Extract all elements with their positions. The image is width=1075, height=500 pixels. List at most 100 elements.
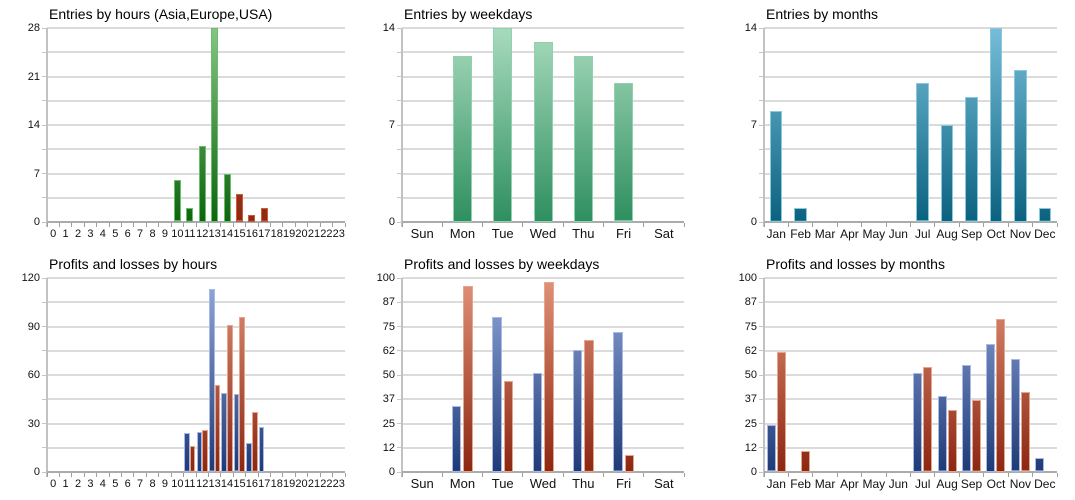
x-tick-mark xyxy=(133,223,135,227)
x-tick-label: Dec xyxy=(1034,227,1056,241)
x-tick-label: 4 xyxy=(99,228,106,240)
gridline xyxy=(402,398,684,401)
x-tick-label: May xyxy=(862,227,886,241)
profits-bar xyxy=(766,425,776,472)
entries-bar xyxy=(989,28,1003,222)
x-tick-mark xyxy=(294,473,296,477)
x-tick-mark xyxy=(158,223,160,227)
gridline xyxy=(402,277,684,279)
plot-entries-by-months: 0 7 14 Jan Feb Mar Apr May Jun Jul Aug Sep Oct Nov Dec xyxy=(745,22,1058,241)
x-tick-mark xyxy=(522,223,524,227)
gridline xyxy=(764,325,1057,328)
gridline xyxy=(47,422,345,425)
x-tick-label: Apr xyxy=(840,227,859,241)
x-tick-label: 19 xyxy=(282,478,296,490)
x-axis-line xyxy=(764,471,1057,473)
losses-bar xyxy=(544,281,554,472)
gridline xyxy=(47,27,345,29)
x-tick-mark xyxy=(332,223,334,227)
y-tick-mark xyxy=(397,447,402,449)
chart-title: Entries by hours (Asia,Europe,USA) xyxy=(49,6,273,22)
x-tick-mark xyxy=(170,223,172,227)
y-tick-mark xyxy=(759,277,764,279)
x-tick-label: Wed xyxy=(529,476,557,491)
x-tick-mark xyxy=(121,473,122,477)
gridline xyxy=(402,446,684,449)
gridline xyxy=(402,422,684,425)
gridline xyxy=(47,301,345,304)
losses-bar xyxy=(227,324,233,472)
y-tick-label: 87 xyxy=(744,296,757,309)
x-tick-label: 10 xyxy=(171,228,184,240)
y-tick-label: 100 xyxy=(738,272,757,284)
gridline xyxy=(764,398,1057,401)
entries-bar xyxy=(916,83,929,222)
y-tick-mark xyxy=(42,173,47,174)
x-tick-label: Mar xyxy=(814,477,836,491)
gridline xyxy=(402,325,684,328)
x-tick-mark xyxy=(46,473,48,477)
y-tick-mark xyxy=(759,350,764,352)
x-tick-label: Sat xyxy=(654,226,674,241)
y-axis-line xyxy=(46,28,48,227)
x-tick-label: 7 xyxy=(137,228,144,240)
x-tick-mark xyxy=(482,473,484,477)
x-tick-label: Jun xyxy=(888,227,908,241)
profits-bar xyxy=(1010,359,1020,472)
x-tick-mark xyxy=(1056,223,1058,227)
x-tick-label: Thu xyxy=(572,476,595,491)
x-tick-label: 0 xyxy=(50,228,57,240)
x-tick-mark xyxy=(220,223,222,227)
x-tick-mark xyxy=(836,473,838,477)
x-tick-mark xyxy=(562,223,564,227)
y-tick-mark xyxy=(397,301,402,303)
x-tick-label: Aug xyxy=(936,477,958,491)
y-tick-mark xyxy=(759,148,764,150)
y-tick-mark xyxy=(759,423,764,424)
y-tick-mark xyxy=(42,301,47,303)
y-tick-label: 30 xyxy=(27,417,40,430)
x-tick-mark xyxy=(58,473,60,477)
gridline xyxy=(47,374,345,376)
profits-bar xyxy=(258,426,265,472)
x-tick-label: 12 xyxy=(196,228,209,240)
x-tick-mark xyxy=(96,473,98,477)
entries-bar xyxy=(1038,208,1052,222)
x-axis-line xyxy=(47,471,345,473)
gridline xyxy=(764,277,1057,279)
profits-bar xyxy=(233,394,240,472)
x-tick-label: Jun xyxy=(888,477,908,491)
gridline xyxy=(764,172,1057,175)
y-tick-label: 12 xyxy=(744,441,757,454)
x-tick-mark xyxy=(812,473,814,477)
x-tick-mark xyxy=(885,223,887,227)
x-tick-mark xyxy=(332,473,334,477)
y-tick-mark xyxy=(759,447,764,449)
y-tick-mark xyxy=(759,124,764,126)
gridline xyxy=(764,99,1057,102)
gridline xyxy=(47,325,345,328)
x-tick-label: Dec xyxy=(1034,477,1056,491)
entries-red-bar xyxy=(235,194,243,222)
gridline xyxy=(47,148,345,151)
chart-profits-losses-by-weekdays: Profits and losses by weekdays 0 12 25 37 50… xyxy=(358,250,716,500)
x-axis-line xyxy=(402,221,684,223)
gridline xyxy=(47,51,345,54)
profits-bar xyxy=(196,431,203,472)
y-tick-mark xyxy=(397,173,402,174)
losses-bar xyxy=(584,340,594,472)
x-tick-mark xyxy=(1032,473,1034,477)
gridline xyxy=(47,124,345,126)
y-tick-label: 0 xyxy=(388,216,395,228)
plot-entries-by-hours: 0 7 14 21 28 0 1 2 3 4 5 6 7 8 9 10 11 12 13 14 15 16 17 18 19 20… xyxy=(28,22,346,240)
y-tick-label: 0 xyxy=(750,466,757,478)
profits-bar xyxy=(962,365,972,472)
losses-bar xyxy=(624,454,635,472)
chart-title: Entries by weekdays xyxy=(404,6,533,22)
y-tick-label: 75 xyxy=(744,320,757,333)
losses-bar xyxy=(214,384,221,472)
y-tick-mark xyxy=(397,471,402,473)
losses-bar xyxy=(801,450,811,472)
gridline xyxy=(764,301,1057,304)
y-tick-mark xyxy=(759,398,764,400)
